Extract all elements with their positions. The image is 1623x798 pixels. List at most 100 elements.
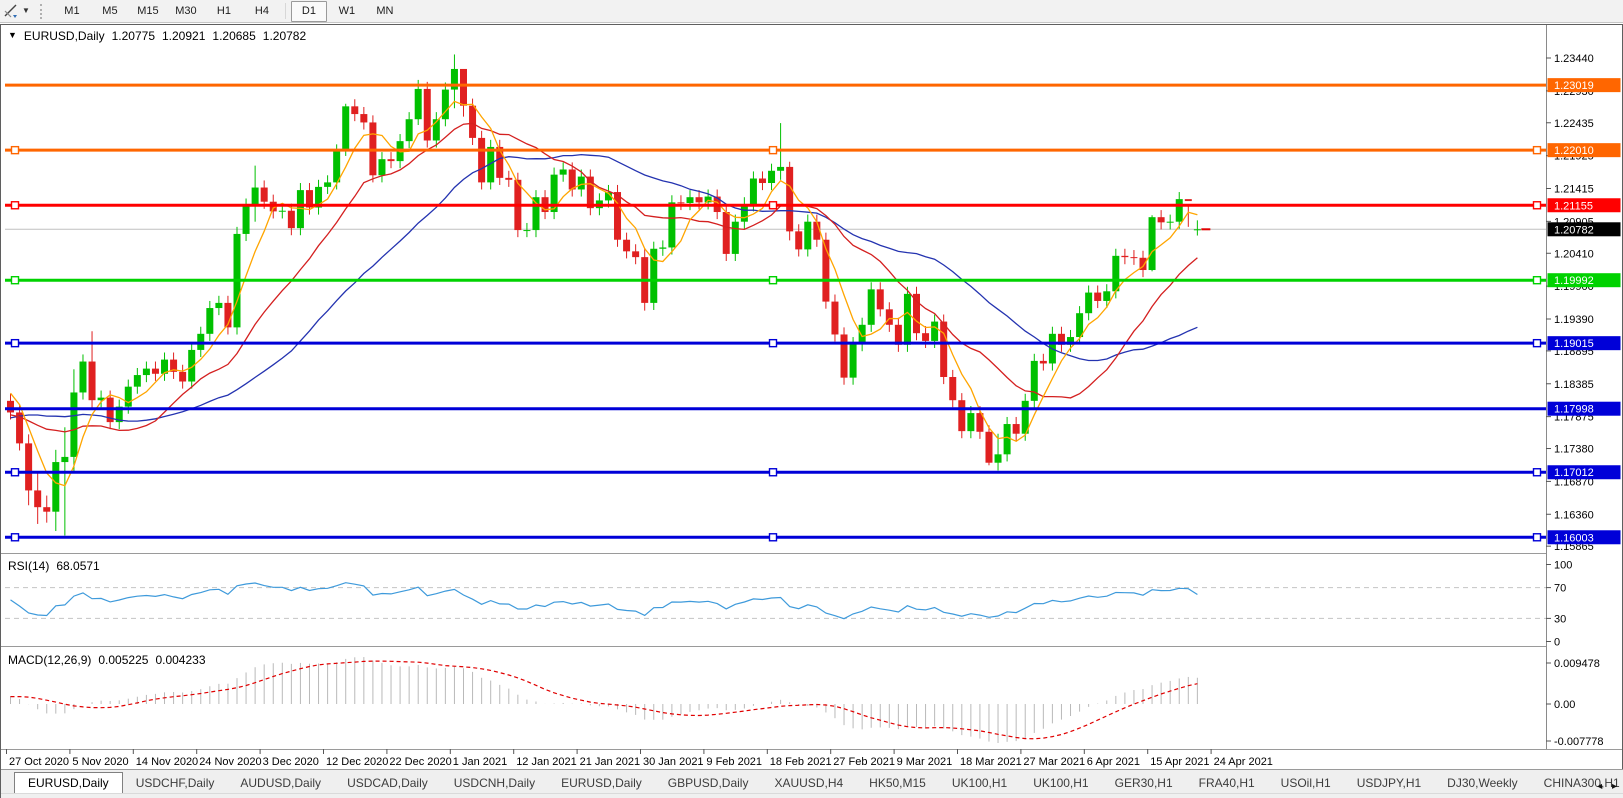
candle-body bbox=[242, 205, 250, 234]
candle-body bbox=[450, 68, 458, 90]
candle-body bbox=[1112, 255, 1120, 292]
line-anchor-handle[interactable] bbox=[1532, 201, 1542, 210]
candle-body bbox=[70, 392, 78, 457]
candle-body bbox=[161, 359, 169, 374]
horizontal-line-1.16003[interactable] bbox=[5, 533, 1546, 542]
horizontal-line-1.17012[interactable] bbox=[5, 468, 1546, 477]
horizontal-line-1.19992[interactable] bbox=[5, 276, 1546, 285]
timeframe-toolbar: ▼ M1 M5 M15 M30 H1 H4 D1 W1 MN bbox=[0, 0, 1623, 23]
candle-body bbox=[1193, 229, 1201, 231]
timeframe-button-M15[interactable]: M15 bbox=[137, 5, 159, 17]
date-label: 18 Mar 2021 bbox=[960, 756, 1022, 768]
svg-text:1.21155: 1.21155 bbox=[1554, 200, 1593, 212]
rsi-pane[interactable] bbox=[5, 582, 1546, 620]
candle-body bbox=[1076, 313, 1084, 338]
candle-body bbox=[1103, 291, 1111, 301]
chart-tab-USDCNH-Daily[interactable]: USDCNH,Daily bbox=[453, 776, 536, 790]
candle-body bbox=[133, 375, 141, 387]
line-anchor-handle[interactable] bbox=[768, 145, 778, 155]
line-anchor-handle[interactable] bbox=[1532, 145, 1542, 155]
chart-tab-CHINA300-H1[interactable]: CHINA300,H1 bbox=[1543, 776, 1620, 790]
candle-body bbox=[115, 406, 123, 423]
pane-separator[interactable] bbox=[1, 553, 1622, 554]
candle-body bbox=[740, 204, 748, 222]
candle-body bbox=[1021, 400, 1029, 434]
line-anchor-handle[interactable] bbox=[10, 533, 20, 542]
candle-body bbox=[686, 197, 694, 203]
tab-scroll-left-icon[interactable]: ◂ bbox=[1596, 781, 1602, 792]
chart-tab-USDJPY-H1[interactable]: USDJPY,H1 bbox=[1356, 776, 1422, 790]
candle-body bbox=[496, 146, 504, 178]
chart-tab-GBPUSD-Daily[interactable]: GBPUSD,Daily bbox=[667, 776, 749, 790]
candle-body bbox=[786, 166, 794, 232]
timeframe-button-M30[interactable]: M30 bbox=[175, 5, 197, 17]
candle-body bbox=[831, 301, 839, 335]
line-anchor-handle[interactable] bbox=[10, 338, 20, 348]
line-anchor-handle[interactable] bbox=[10, 276, 20, 285]
pane-separator[interactable] bbox=[1, 646, 1622, 647]
pane-separator[interactable] bbox=[1, 647, 1622, 648]
trendline-tool-button[interactable]: ▼ bbox=[2, 2, 34, 20]
line-anchor-handle[interactable] bbox=[768, 338, 778, 348]
svg-text:1.20410: 1.20410 bbox=[1554, 248, 1594, 260]
pane-separator[interactable] bbox=[1, 554, 1622, 555]
macd-pane[interactable] bbox=[10, 657, 1198, 743]
chart-tab-DJ30-Weekly[interactable]: DJ30,Weekly bbox=[1447, 776, 1518, 790]
chart-tab-USDCHF-Daily[interactable]: USDCHF,Daily bbox=[135, 776, 215, 790]
line-anchor-handle[interactable] bbox=[10, 201, 20, 210]
tool-dropdown-caret[interactable]: ▼ bbox=[22, 6, 30, 15]
timeframe-button-D1[interactable]: D1 bbox=[290, 0, 327, 22]
candle-body bbox=[1121, 255, 1129, 258]
candle-body bbox=[777, 166, 785, 171]
toolbar-grip-handle[interactable] bbox=[39, 3, 44, 19]
timeframe-button-M1[interactable]: M1 bbox=[64, 5, 80, 17]
date-label: 27 Feb 2021 bbox=[833, 756, 895, 768]
price-chart-canvas[interactable]: 1.234401.229301.224351.219251.214151.209… bbox=[1, 25, 1622, 769]
line-anchor-handle[interactable] bbox=[768, 276, 778, 285]
line-anchor-handle[interactable] bbox=[1532, 338, 1542, 348]
line-anchor-handle[interactable] bbox=[1532, 468, 1542, 477]
timeframe-button-W1[interactable]: W1 bbox=[338, 5, 356, 17]
pane-separator[interactable] bbox=[1, 749, 1622, 750]
horizontal-line-1.21155[interactable] bbox=[5, 201, 1546, 210]
horizontal-line-1.19015[interactable] bbox=[5, 338, 1546, 348]
window-menu-icon[interactable]: ▼ bbox=[8, 30, 17, 40]
line-anchor-handle[interactable] bbox=[1532, 533, 1542, 542]
timeframe-button-MN[interactable]: MN bbox=[376, 5, 394, 17]
candle-body bbox=[387, 159, 395, 162]
candle-body bbox=[423, 88, 431, 141]
current-price-tag: 1.20782 bbox=[1547, 222, 1621, 237]
horizontal-line-1.22010[interactable] bbox=[5, 145, 1546, 155]
timeframe-button-M5[interactable]: M5 bbox=[102, 5, 118, 17]
date-label: 22 Dec 2020 bbox=[389, 756, 451, 768]
svg-text:1.23440: 1.23440 bbox=[1554, 53, 1594, 65]
line-anchor-handle[interactable] bbox=[10, 145, 20, 155]
chart-tab-UK100-H1[interactable]: UK100,H1 bbox=[951, 776, 1008, 790]
chart-tab-USDCAD-Daily[interactable]: USDCAD,Daily bbox=[347, 776, 428, 790]
chart-tab-USOil-H1[interactable]: USOil,H1 bbox=[1280, 776, 1331, 790]
main-price-pane[interactable] bbox=[5, 54, 1546, 542]
tab-scroll-right-icon[interactable]: ▸ bbox=[1611, 781, 1617, 792]
line-anchor-handle[interactable] bbox=[10, 468, 20, 477]
chart-tab-FRA40-H1[interactable]: FRA40,H1 bbox=[1198, 776, 1255, 790]
timeframe-button-H1[interactable]: H1 bbox=[216, 5, 231, 17]
chart-tab-AUDUSD-Daily[interactable]: AUDUSD,Daily bbox=[240, 776, 322, 790]
candle-body bbox=[994, 454, 1002, 463]
chart-tab-UK100-H1[interactable]: UK100,H1 bbox=[1033, 776, 1089, 790]
chart-tab-EURUSD-Daily[interactable]: EURUSD,Daily bbox=[561, 776, 642, 790]
candle-body bbox=[903, 293, 911, 345]
line-anchor-handle[interactable] bbox=[768, 533, 778, 542]
chart-tab-XAUUSD-H4[interactable]: XAUUSD,H4 bbox=[774, 776, 844, 790]
chart-tab-GER30-H1[interactable]: GER30,H1 bbox=[1114, 776, 1173, 790]
line-anchor-handle[interactable] bbox=[1532, 276, 1542, 285]
candle-body bbox=[97, 397, 105, 401]
line-anchor-handle[interactable] bbox=[768, 468, 778, 477]
line-anchor-handle[interactable] bbox=[768, 201, 778, 210]
candle-body bbox=[414, 88, 422, 120]
candle-body bbox=[88, 361, 96, 401]
chart-tab-HK50-M15[interactable]: HK50,M15 bbox=[869, 776, 926, 790]
candle-body bbox=[151, 368, 159, 374]
chart-tab-EURUSD-Daily[interactable]: EURUSD,Daily bbox=[14, 772, 123, 794]
candle-body bbox=[532, 197, 540, 231]
timeframe-button-H4[interactable]: H4 bbox=[254, 5, 269, 17]
